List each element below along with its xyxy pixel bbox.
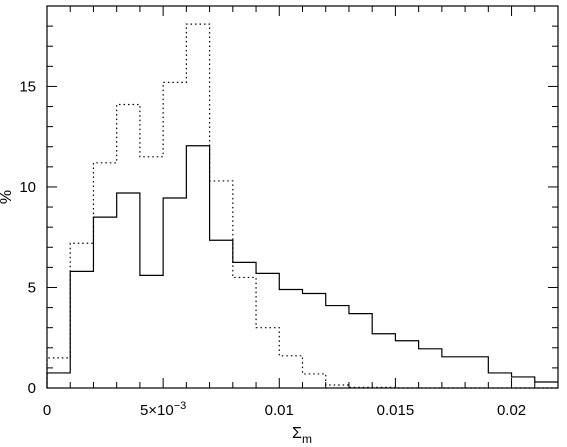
x-tick-label-text: 5×10 bbox=[140, 402, 174, 419]
x-axis-label: Σm bbox=[292, 425, 312, 446]
axis-ticks bbox=[46, 5, 559, 389]
x-tick-label: 0 bbox=[43, 402, 51, 419]
x-tick-label-exponent: −3 bbox=[174, 400, 187, 412]
histogram-series bbox=[46, 23, 558, 389]
y-tick-label: 0 bbox=[28, 380, 36, 397]
y-tick-label: 15 bbox=[19, 78, 36, 95]
x-tick-labels: 0 5×10−3 0.01 0.015 0.02 bbox=[43, 400, 526, 419]
x-tick-label: 0.015 bbox=[377, 402, 415, 419]
plot-frame bbox=[46, 5, 559, 389]
x-tick-label-text: 0.015 bbox=[377, 402, 415, 419]
y-tick-label: 10 bbox=[19, 179, 36, 196]
x-tick-label-text: 0 bbox=[43, 402, 51, 419]
x-axis-label-subscript: m bbox=[302, 432, 312, 446]
y-axis-label: % bbox=[0, 190, 15, 204]
y-tick-label: 5 bbox=[28, 279, 36, 296]
x-tick-label: 0.01 bbox=[265, 402, 294, 419]
x-tick-label: 0.02 bbox=[497, 402, 526, 419]
x-tick-label-text: 0.02 bbox=[497, 402, 526, 419]
x-tick-label-text: 0.01 bbox=[265, 402, 294, 419]
x-axis-label-main: Σ bbox=[292, 425, 302, 442]
histogram-dotted-series bbox=[46, 23, 558, 389]
y-tick-labels: 0 5 10 15 bbox=[19, 78, 36, 397]
x-tick-label: 5×10−3 bbox=[140, 400, 186, 419]
histogram-solid-series bbox=[46, 145, 558, 388]
